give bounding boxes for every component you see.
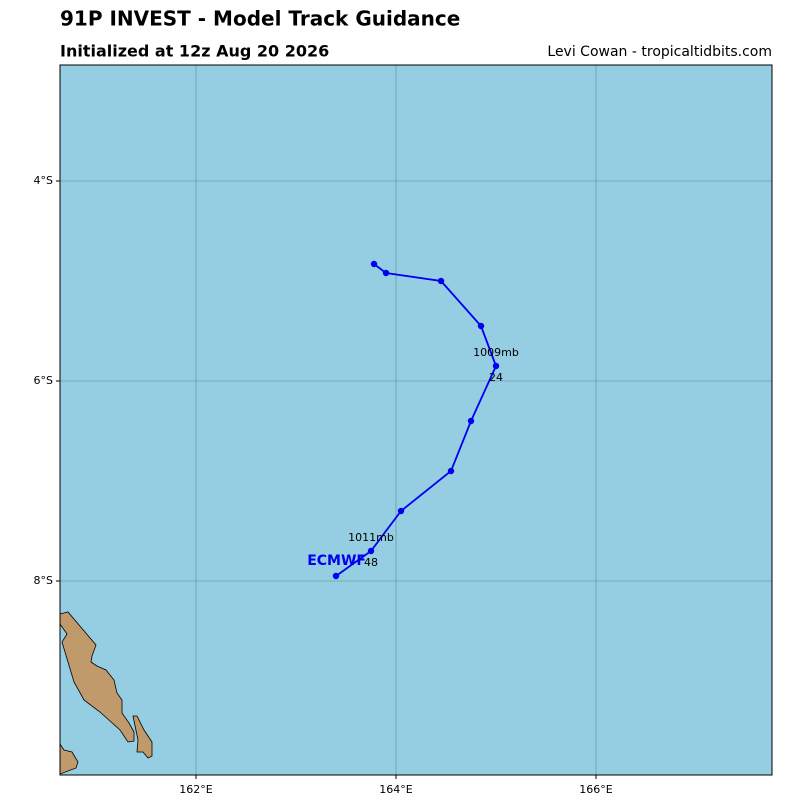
credit: Levi Cowan - tropicaltidbits.com (547, 44, 772, 60)
track-point (467, 417, 475, 425)
track-point (477, 322, 485, 330)
track-line (335, 263, 497, 577)
x-tick-label: 162°E (179, 783, 212, 796)
track-point (332, 572, 340, 580)
island (60, 611, 135, 743)
track-point (397, 507, 405, 515)
subtitle: Initialized at 12z Aug 20 2026 (60, 42, 329, 61)
title: 91P INVEST - Model Track Guidance (60, 7, 460, 31)
island (60, 743, 79, 775)
track-point (382, 269, 390, 277)
y-tick-label: 8°S (34, 574, 53, 587)
hour-label: 48 (364, 556, 378, 569)
map-frame (59, 64, 773, 776)
x-tick-label: 166°E (579, 783, 612, 796)
track-point (367, 547, 375, 555)
track-point (370, 260, 378, 268)
x-tick-label: 164°E (379, 783, 412, 796)
pressure-label: 1011mb (348, 531, 394, 544)
track-point (447, 467, 455, 475)
track-point (492, 362, 500, 370)
model-label: ECMWF (307, 553, 366, 569)
y-tick-label: 4°S (34, 174, 53, 187)
track-point (437, 277, 445, 285)
y-tick-label: 6°S (34, 374, 53, 387)
ocean (60, 65, 772, 775)
hour-label: 24 (489, 371, 503, 384)
pressure-label: 1009mb (473, 346, 519, 359)
land (60, 611, 153, 775)
island (132, 715, 153, 759)
